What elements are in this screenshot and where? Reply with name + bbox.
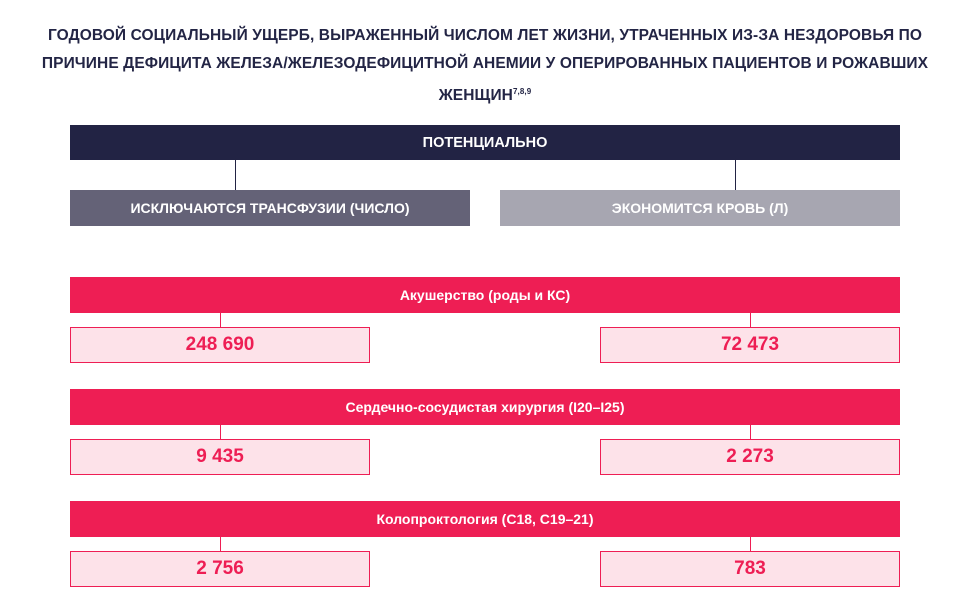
cardiac-blood-value: 2 273 (600, 439, 900, 475)
coloproctology-transfusions-value: 2 756 (70, 551, 370, 587)
coloproctology-blood-value: 783 (600, 551, 900, 587)
page-title: ГОДОВОЙ СОЦИАЛЬНЫЙ УЩЕРБ, ВЫРАЖЕННЫЙ ЧИС… (40, 22, 930, 110)
category-coloproctology: Колопроктология (C18, C19–21) (70, 501, 900, 537)
obstetrics-transfusions-value: 248 690 (70, 327, 370, 363)
cardiac-transfusions-value: 9 435 (70, 439, 370, 475)
category-connector (750, 537, 751, 551)
category-cardiac-surgery: Сердечно-сосудистая хирургия (I20–I25) (70, 389, 900, 425)
category-obstetrics: Акушерство (роды и КС) (70, 277, 900, 313)
potential-header: ПОТЕНЦИАЛЬНО (70, 125, 900, 160)
title-references: 7,8,9 (512, 87, 532, 96)
obstetrics-blood-value: 72 473 (600, 327, 900, 363)
category-connector (750, 425, 751, 439)
transfusions-header: ИСКЛЮЧАЮТСЯ ТРАНСФУЗИИ (ЧИСЛО) (70, 190, 470, 226)
title-text: ГОДОВОЙ СОЦИАЛЬНЫЙ УЩЕРБ, ВЫРАЖЕННЫЙ ЧИС… (41, 27, 929, 104)
connector-line-left (235, 160, 236, 190)
category-connector (750, 313, 751, 327)
category-connector (220, 425, 221, 439)
connector-line-right (735, 160, 736, 190)
category-connector (220, 313, 221, 327)
blood-saved-header: ЭКОНОМИТСЯ КРОВЬ (Л) (500, 190, 900, 226)
category-connector (220, 537, 221, 551)
